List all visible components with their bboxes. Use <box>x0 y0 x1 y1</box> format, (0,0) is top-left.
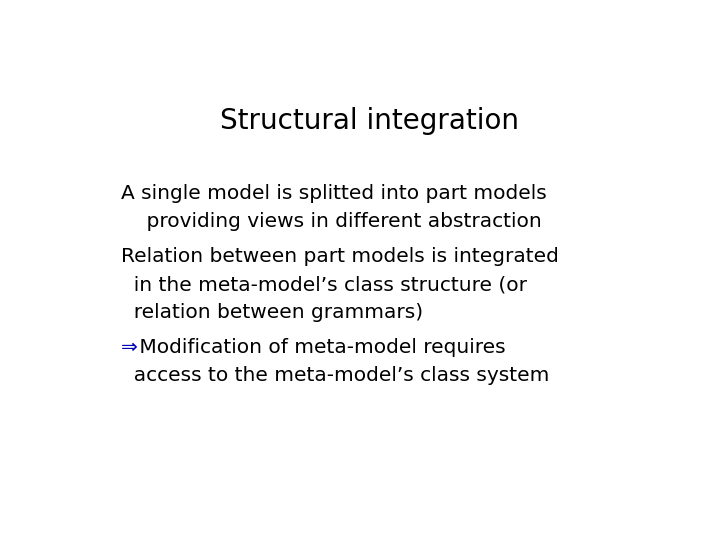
Text: relation between grammars): relation between grammars) <box>121 303 423 322</box>
Text: Relation between part models is integrated: Relation between part models is integrat… <box>121 247 559 266</box>
Text: ⇒: ⇒ <box>121 338 138 357</box>
Text: providing views in different abstraction: providing views in different abstraction <box>121 212 541 231</box>
Text: Structural integration: Structural integration <box>220 107 518 135</box>
Text: A single model is splitted into part models: A single model is splitted into part mod… <box>121 184 546 203</box>
Text: access to the meta-model’s class system: access to the meta-model’s class system <box>121 366 549 385</box>
Text: Modification of meta-model requires: Modification of meta-model requires <box>133 338 506 357</box>
Text: in the meta-model’s class structure (or: in the meta-model’s class structure (or <box>121 275 527 294</box>
